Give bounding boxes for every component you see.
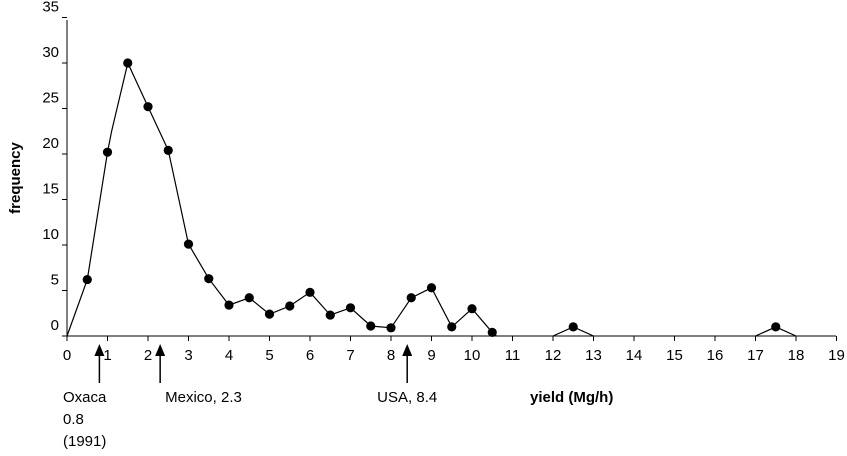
x-tick-label: 10: [464, 347, 481, 364]
data-point: [285, 301, 295, 311]
annotation-label: 0.8: [63, 411, 84, 428]
x-tick-label: 14: [626, 347, 643, 364]
data-point: [345, 303, 356, 313]
x-tick-label: 7: [346, 347, 354, 364]
y-tick-label: 35: [42, 0, 59, 16]
x-tick-label: 8: [387, 347, 395, 364]
data-point: [487, 327, 497, 337]
annotation-label: USA, 8.4: [377, 389, 437, 406]
data-point: [305, 287, 315, 297]
data-point: [204, 274, 214, 284]
y-tick-label: 5: [51, 272, 59, 289]
x-tick-label: 15: [666, 347, 683, 364]
x-tick-label: 19: [828, 347, 845, 364]
x-tick-label: 1: [103, 347, 111, 364]
x-tick-label: 5: [265, 347, 273, 364]
data-point: [82, 274, 92, 285]
y-tick-label: 20: [42, 135, 59, 152]
y-tick-label: 30: [42, 44, 59, 61]
y-tick-label: 0: [51, 317, 59, 334]
data-point: [325, 310, 335, 320]
x-tick-label: 18: [788, 347, 805, 364]
x-tick-label: 9: [427, 347, 435, 364]
data-point: [123, 58, 133, 68]
x-tick-label: 13: [585, 347, 602, 364]
x-axis-title: yield (Mg/h): [530, 389, 613, 406]
annotation-label: Mexico, 2.3: [165, 389, 242, 406]
x-tick-label: 4: [225, 347, 233, 364]
data-point: [244, 293, 254, 303]
y-tick-label: 10: [42, 226, 59, 243]
annotation-arrowhead: [94, 344, 105, 356]
data-point: [264, 309, 275, 319]
y-axis-ticks: 0 5 10 15 20 25 30 35: [42, 0, 67, 337]
x-tick-label: 6: [306, 347, 314, 364]
x-tick-label: 11: [505, 347, 521, 364]
annotation-label: (1991): [63, 433, 106, 450]
annotation-label: Oxaca: [63, 389, 107, 406]
x-tick-label: 16: [707, 347, 724, 364]
data-point: [447, 322, 457, 332]
y-axis-title: frequency: [7, 142, 24, 214]
annotations-group: Oxaca 0.8 (1991) Mexico, 2.3 USA, 8.4: [63, 344, 437, 450]
data-point: [386, 323, 396, 333]
data-point: [568, 322, 578, 332]
data-point: [771, 322, 781, 332]
y-tick-label: 15: [42, 181, 59, 198]
data-point: [143, 102, 153, 112]
data-point: [426, 283, 437, 293]
x-tick-label: 3: [184, 347, 192, 364]
data-point: [467, 304, 477, 314]
x-tick-label: 2: [144, 347, 152, 364]
y-tick-label: 25: [42, 90, 59, 107]
data-point: [183, 239, 194, 249]
annotation-arrowhead: [402, 344, 413, 356]
x-axis-ticks: 0 1 2 3 4 5 6 7 8 9 10 11 12 13 14 15 16 17 18 19: [63, 336, 845, 364]
x-tick-label: 0: [63, 347, 71, 364]
x-tick-label: 12: [545, 347, 562, 364]
data-point: [163, 145, 173, 155]
data-point: [102, 147, 113, 157]
data-point: [224, 300, 234, 310]
x-tick-label: 17: [747, 347, 764, 364]
annotation-arrowhead: [155, 344, 166, 356]
series-line: [66, 61, 497, 337]
data-point: [366, 321, 376, 331]
data-point: [406, 293, 416, 303]
series-group: [66, 58, 797, 337]
